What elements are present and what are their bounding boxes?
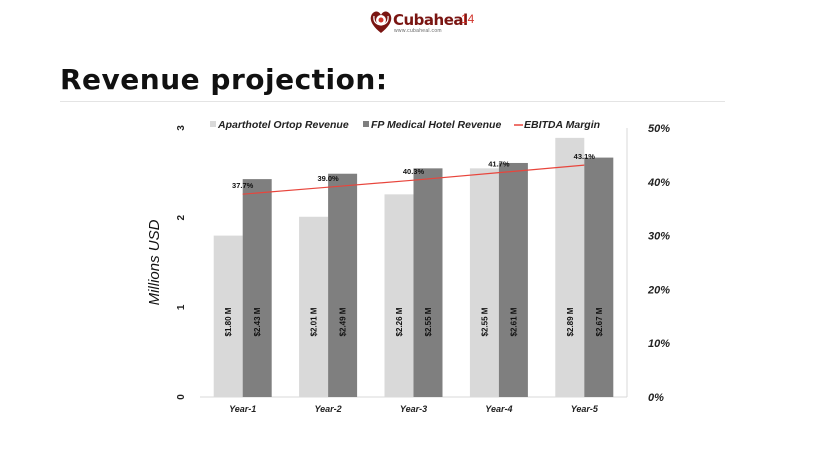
ebitda-line: [242, 164, 585, 195]
bar-data-label: $2.61 M: [509, 307, 518, 336]
bar: [299, 216, 329, 397]
heart-stethoscope-icon: [370, 11, 392, 33]
page-title: Revenue projection:: [60, 63, 388, 96]
brand-name: Cubaheal: [393, 11, 468, 29]
line-data-label: 39.0%: [317, 174, 339, 183]
bar-data-label: $2.89 M: [566, 307, 575, 336]
bar: [469, 168, 499, 397]
x-tick-label: Year-5: [571, 404, 599, 414]
y-tick-label: 0: [176, 394, 187, 400]
legend-label: FP Medical Hotel Revenue: [371, 119, 501, 131]
line-data-label: 43.1%: [574, 152, 596, 161]
bar: [242, 179, 272, 397]
brand-logo: Cubaheal www.cubaheal.com: [368, 7, 478, 37]
bar: [213, 235, 243, 397]
x-tick-label: Year-4: [485, 404, 512, 414]
y-tick-label: 3: [176, 125, 187, 131]
y-axis-title: Millions USD: [146, 219, 163, 305]
bar: [498, 162, 528, 397]
x-tick-label: Year-2: [315, 404, 342, 414]
legend-label: Aparthotel Ortop Revenue: [217, 119, 349, 131]
y-tick-label: 2: [176, 214, 187, 220]
line-data-label: 37.7%: [232, 181, 254, 190]
y-tick-label: 1: [176, 304, 187, 310]
bar: [328, 173, 358, 397]
bar-data-label: $2.01 M: [310, 307, 319, 336]
bar-data-label: $2.55 M: [424, 307, 433, 336]
bar: [384, 194, 414, 397]
y2-tick-label: 20%: [647, 284, 670, 296]
bar: [413, 168, 443, 397]
bar-data-label: $2.67 M: [595, 307, 604, 336]
bar-data-label: $2.26 M: [395, 307, 404, 336]
brand-url: www.cubaheal.com: [394, 28, 442, 34]
bar-data-label: $1.80 M: [224, 307, 233, 336]
legend-swatch: [363, 121, 369, 127]
bar: [555, 137, 585, 397]
legend-label: EBITDA Margin: [524, 119, 600, 131]
y2-tick-label: 50%: [648, 123, 670, 135]
bar: [584, 157, 614, 397]
bar-data-label: $2.49 M: [339, 307, 348, 336]
x-tick-label: Year-3: [400, 404, 427, 414]
legend-swatch: [210, 121, 216, 127]
line-data-label: 41.7%: [488, 160, 510, 169]
page-number: 14: [461, 12, 475, 26]
title-divider: [60, 101, 725, 102]
y2-tick-label: 30%: [648, 231, 670, 243]
bar-data-label: $2.43 M: [253, 307, 262, 336]
x-tick-label: Year-1: [229, 404, 256, 414]
line-data-label: 40.3%: [403, 167, 425, 176]
y2-tick-label: 10%: [648, 338, 670, 350]
y2-tick-label: 40%: [647, 177, 670, 189]
y2-tick-label: 0%: [648, 392, 664, 404]
bar-data-label: $2.55 M: [480, 307, 489, 336]
